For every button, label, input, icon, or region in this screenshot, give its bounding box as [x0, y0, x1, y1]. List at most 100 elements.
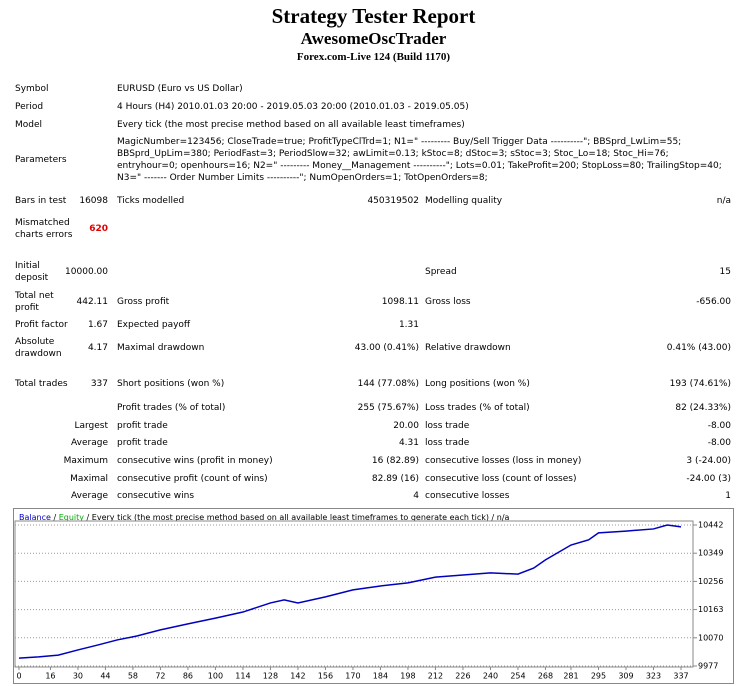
server-info: Forex.com-Live 124 (Build 1170) [296, 51, 451, 63]
stat-label: Relative drawdown [425, 343, 511, 353]
info-value: Every tick (the most precise method base… [117, 120, 465, 130]
x-tick-label: 337 [673, 672, 688, 681]
x-tick-label: 114 [235, 672, 250, 681]
stat-label: consecutive losses [425, 491, 510, 501]
stat-value: 1.67 [87, 320, 108, 330]
stat-label: loss trade [425, 421, 470, 431]
x-tick-label: 142 [290, 672, 305, 681]
stat-value: n/a [716, 196, 731, 206]
stat-label: Expected payoff [117, 320, 191, 330]
stat-label: Long positions (won %) [425, 379, 530, 389]
stat-value: 82 (24.33%) [675, 403, 731, 413]
x-tick-label: 323 [646, 672, 661, 681]
stat-value: 4.17 [87, 343, 108, 353]
stat-label: Total net profit [15, 291, 54, 313]
stat-value: 16098 [79, 196, 108, 206]
stat-value: 255 (75.67%) [357, 403, 419, 413]
stat-label: consecutive loss (count of losses) [425, 474, 577, 484]
stat-label: consecutive wins (profit in money) [117, 456, 273, 466]
info-label: Model [15, 120, 43, 130]
stat-value: 10000.00 [65, 267, 108, 277]
stat-label: Modelling quality [425, 196, 503, 206]
stat-value: 337 [90, 379, 108, 389]
stat-label: Gross loss [425, 297, 471, 307]
stat-value: Maximal [70, 474, 108, 484]
chart-box: Balance / Equity / Every tick (the most … [13, 508, 734, 684]
stat-value: 43.00 (0.41%) [354, 343, 419, 353]
x-tick-label: 281 [563, 672, 578, 681]
x-tick-label: 128 [263, 672, 278, 681]
x-tick-label: 184 [373, 672, 388, 681]
stat-value: 82.89 (16) [371, 474, 419, 484]
report-title: Strategy Tester Report [271, 4, 476, 28]
stat-value: 1.31 [398, 320, 419, 330]
stat-label: Total trades [15, 379, 68, 389]
info-value: MagicNumber=123456; CloseTrade=true; Pro… [117, 137, 722, 183]
info-label: Symbol [15, 84, 49, 94]
stat-label: Maximal drawdown [117, 343, 205, 353]
balance-line [18, 524, 682, 659]
x-tick-label: 100 [208, 672, 223, 681]
stat-label: Mismatched charts errors [15, 218, 73, 240]
stat-value: -24.00 (3) [686, 474, 731, 484]
stat-label: consecutive wins [117, 491, 195, 501]
x-tick-label: 309 [618, 672, 633, 681]
stat-label: profit trade [117, 421, 168, 431]
y-tick-label: 10163 [698, 605, 723, 614]
stat-label: Profit trades (% of total) [117, 403, 226, 413]
stat-value: Average [71, 438, 108, 448]
x-tick-label: 72 [155, 672, 165, 681]
legend-equity: Equity [59, 513, 85, 522]
x-tick-label: 295 [591, 672, 606, 681]
stat-label: Profit factor [15, 320, 68, 330]
stat-value: 1098.11 [381, 297, 419, 307]
stat-label: Initial deposit [15, 261, 49, 283]
stat-value: Largest [74, 421, 108, 431]
x-tick-label: 30 [73, 672, 83, 681]
stat-value: 450319502 [367, 196, 419, 206]
y-tick-label: 9977 [698, 662, 718, 671]
stat-label: Ticks modelled [117, 196, 185, 206]
stat-value: Average [71, 491, 108, 501]
stat-value: 620 [89, 224, 108, 234]
stat-value: 3 (-24.00) [686, 456, 731, 466]
info-value: 4 Hours (H4) 2010.01.03 20:00 - 2019.05.… [117, 102, 469, 112]
balance-chart: Balance / Equity / Every tick (the most … [13, 508, 734, 684]
x-tick-label: 58 [128, 672, 138, 681]
x-tick-label: 198 [400, 672, 415, 681]
y-tick-label: 10349 [698, 549, 723, 558]
x-tick-label: 268 [538, 672, 553, 681]
stat-value: 16 (82.89) [371, 456, 419, 466]
stat-value: 20.00 [393, 421, 419, 431]
stat-value: 0.41% (43.00) [666, 343, 731, 353]
x-tick-label: 156 [318, 672, 333, 681]
stat-value: 4 [413, 491, 419, 501]
x-tick-label: 0 [16, 672, 21, 681]
y-tick-label: 10070 [698, 633, 723, 642]
stat-label: Absolute drawdown [15, 337, 62, 359]
x-tick-label: 226 [455, 672, 470, 681]
stat-value: -8.00 [707, 421, 731, 431]
stat-value: 442.11 [76, 297, 109, 307]
x-tick-label: 16 [45, 672, 55, 681]
stat-label: Bars in test [15, 196, 67, 206]
info-label: Period [15, 102, 44, 112]
stat-label: loss trade [425, 438, 470, 448]
info-value: EURUSD (Euro vs US Dollar) [117, 84, 243, 94]
x-tick-label: 86 [183, 672, 193, 681]
stat-value: -656.00 [696, 297, 731, 307]
stat-label: consecutive profit (count of wins) [117, 474, 268, 484]
legend-balance: Balance [19, 513, 51, 522]
stat-value: 1 [725, 491, 731, 501]
info-label: Parameters [15, 155, 67, 165]
stat-value: 15 [719, 267, 731, 277]
stat-value: 144 (77.08%) [357, 379, 419, 389]
stat-value: 193 (74.61%) [669, 379, 731, 389]
x-tick-label: 240 [483, 672, 498, 681]
separator: / [53, 513, 56, 522]
stat-label: Gross profit [117, 297, 170, 307]
y-tick-label: 10256 [698, 577, 723, 586]
expert-name: AwesomeOscTrader [300, 29, 447, 48]
chart-border [13, 508, 734, 684]
